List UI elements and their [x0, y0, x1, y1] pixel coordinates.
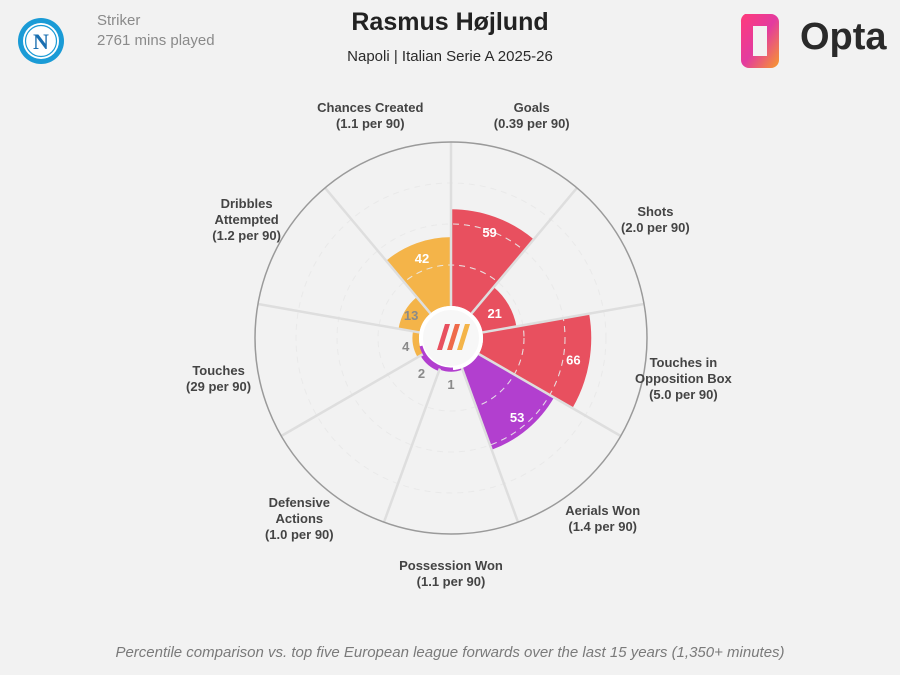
- center-logo-stripe-3: [457, 324, 470, 350]
- bar-touches: [412, 331, 424, 358]
- category-per90: (29 per 90): [186, 379, 251, 394]
- category-name: Goals: [514, 100, 550, 115]
- category-name: Aerials Won: [565, 503, 640, 518]
- category-label-5: Defensive Actions (1.0 per 90): [265, 495, 334, 542]
- bar-goals: [451, 209, 534, 314]
- value-label-2: 66: [566, 353, 580, 368]
- value-label-1: 21: [487, 306, 501, 321]
- category-name: Chances Created: [317, 100, 423, 115]
- spoke-4: [460, 367, 520, 523]
- napoli-badge-icon: N: [18, 18, 64, 64]
- hub-accent-arc: [419, 345, 454, 371]
- outer-ring: [254, 141, 648, 535]
- category-label-1: Shots (2.0 per 90): [621, 204, 690, 235]
- bar-shots: [471, 287, 517, 333]
- category-label-2: Touches in Opposition Box (5.0 per 90): [635, 355, 733, 402]
- club-badge-letter: N: [33, 29, 49, 54]
- category-label-0: Goals (0.39 per 90): [494, 100, 570, 131]
- spoke-7: [257, 302, 420, 334]
- spoke-5: [382, 367, 442, 523]
- category-per90: (1.0 per 90): [265, 527, 334, 542]
- value-label-7: 13: [404, 308, 418, 323]
- bar-touches-in-opposition-box: [478, 313, 592, 409]
- category-name: Touches: [192, 363, 245, 378]
- player-position: Striker: [97, 12, 141, 29]
- spoke-8: [324, 187, 432, 315]
- spoke-6: [280, 352, 424, 438]
- spoke-2: [482, 302, 645, 334]
- category-name: Touches in: [650, 355, 718, 370]
- value-label-8: 42: [415, 251, 429, 266]
- category-per90: (5.0 per 90): [649, 387, 718, 402]
- category-per90: (2.0 per 90): [621, 220, 690, 235]
- minutes-played: 2761 mins played: [97, 32, 215, 49]
- player-name-title: Rasmus Højlund: [351, 8, 549, 36]
- center-logo-stripe-2: [447, 324, 460, 350]
- category-label-6: Touches (29 per 90): [186, 363, 251, 394]
- value-label-4: 1: [447, 377, 454, 392]
- category-per90: (1.2 per 90): [212, 228, 281, 243]
- category-per90: (1.1 per 90): [417, 574, 486, 589]
- category-per90: (0.39 per 90): [494, 116, 570, 131]
- bar-dribbles-attempted: [398, 297, 431, 333]
- team-league-subtitle: Napoli | Italian Serie A 2025-26: [347, 48, 553, 65]
- category-label-7: Dribbles Attempted (1.2 per 90): [212, 196, 281, 243]
- category-label-3: Aerials Won (1.4 per 90): [565, 503, 640, 534]
- value-label-3: 53: [510, 410, 524, 425]
- value-label-0: 59: [482, 225, 496, 240]
- category-name: Actions: [275, 511, 323, 526]
- center-logo-stripe-1: [437, 324, 450, 350]
- category-per90: (1.1 per 90): [336, 116, 405, 131]
- category-name: Opposition Box: [635, 371, 733, 386]
- player-meta: Striker 2761 mins played: [97, 11, 215, 51]
- category-per90: (1.4 per 90): [568, 519, 637, 534]
- guide-ring-shadow-50: [336, 223, 566, 453]
- category-name: Attempted: [214, 212, 278, 227]
- spoke-1: [470, 187, 578, 315]
- value-label-6: 4: [402, 339, 410, 354]
- category-label-8: Chances Created (1.1 per 90): [317, 100, 423, 131]
- category-label-4: Possession Won (1.1 per 90): [399, 558, 503, 589]
- bar-aerials-won: [461, 354, 554, 450]
- category-name: Possession Won: [399, 558, 503, 573]
- bar-possession-won: [439, 368, 463, 372]
- opta-logo-icon: [740, 14, 779, 68]
- chart-footnote: Percentile comparison vs. top five Europ…: [115, 644, 785, 661]
- spoke-3: [478, 352, 622, 438]
- category-name: Dribbles: [221, 196, 273, 211]
- category-name: Shots: [637, 204, 673, 219]
- bar-chances-created: [386, 237, 451, 314]
- category-name: Defensive: [269, 495, 330, 510]
- value-label-5: 2: [418, 366, 425, 381]
- opta-brand-text: Opta: [800, 16, 887, 58]
